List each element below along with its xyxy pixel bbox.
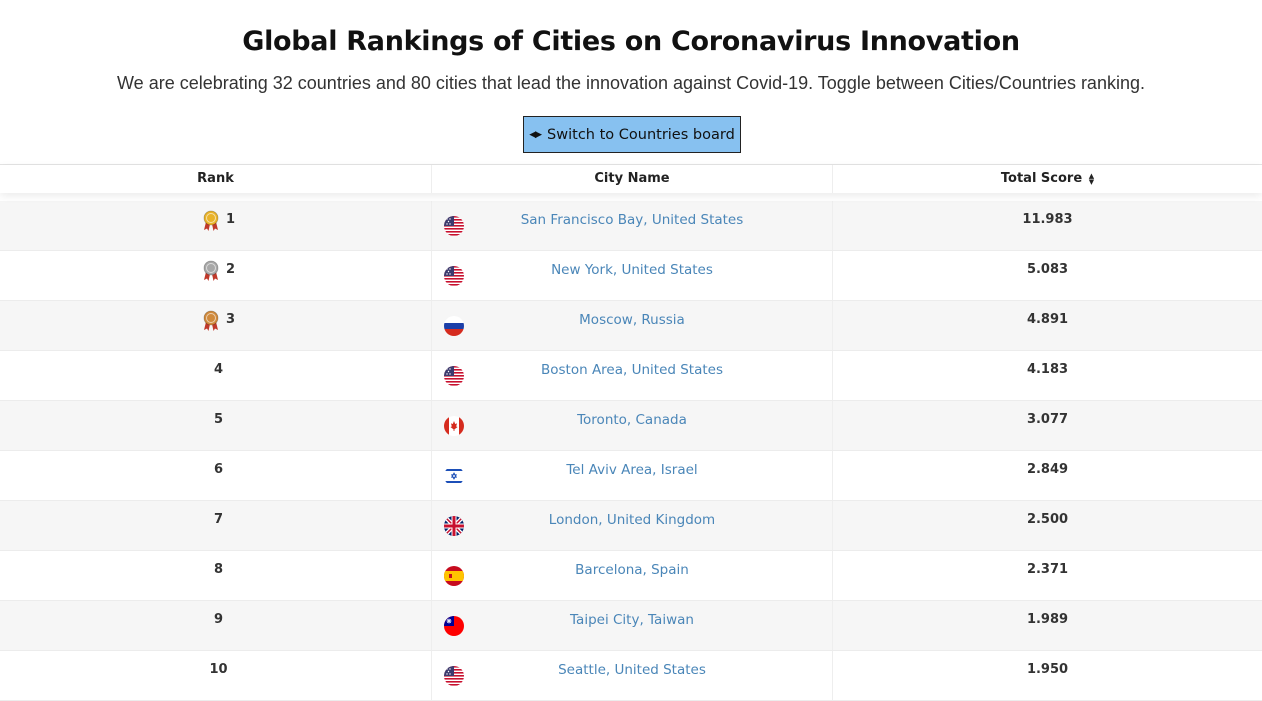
sort-up-down-icon[interactable]: ▲ ▼	[1088, 171, 1095, 186]
rank-number: 7	[213, 512, 224, 527]
table-row: 7 London, United Kingdom 2.500	[0, 501, 1262, 551]
rank-header: Rank	[197, 171, 234, 186]
rank-number: 3	[225, 312, 236, 327]
total-score-value: 11.983	[1022, 212, 1073, 227]
gold-medal-icon	[202, 210, 220, 232]
taiwan-flag-icon	[444, 616, 464, 636]
rank-cell: 1	[0, 201, 431, 250]
table-row: 2 New York, United States 5.083	[0, 251, 1262, 301]
rank-number: 9	[213, 612, 224, 627]
total-score-value: 1.989	[1026, 612, 1069, 627]
rank-cell: 2	[0, 251, 431, 300]
rank-cell: 5	[0, 401, 431, 450]
page-title: Global Rankings of Cities on Coronavirus…	[242, 26, 1020, 57]
russia-flag-icon	[444, 316, 464, 336]
united-states-flag-icon	[444, 216, 464, 236]
city-cell: Barcelona, Spain	[431, 551, 833, 600]
bronze-medal-icon	[202, 310, 220, 332]
city-link[interactable]: London, United Kingdom	[548, 512, 716, 528]
total-score-header-label: Total Score	[1000, 171, 1083, 186]
canada-flag-icon	[444, 416, 464, 436]
rank-cell: 4	[0, 351, 431, 400]
total-score-value: 2.371	[1026, 562, 1069, 577]
rank-number: 8	[213, 562, 224, 577]
city-cell: Seattle, United States	[431, 651, 833, 700]
united-states-flag-icon	[444, 666, 464, 686]
city-name-header: City Name	[431, 165, 833, 193]
total-score-value: 5.083	[1026, 262, 1069, 277]
city-link[interactable]: Barcelona, Spain	[575, 562, 689, 578]
rank-cell: 6	[0, 451, 431, 500]
city-cell: Boston Area, United States	[431, 351, 833, 400]
city-link[interactable]: Taipei City, Taiwan	[570, 612, 694, 628]
city-cell: Taipei City, Taiwan	[431, 601, 833, 650]
total-score-value: 2.500	[1026, 512, 1069, 527]
rank-cell: 3	[0, 301, 431, 350]
city-link[interactable]: Boston Area, United States	[540, 362, 724, 378]
rank-cell: 10	[0, 651, 431, 700]
silver-medal-icon	[202, 260, 220, 282]
total-score-value: 2.849	[1026, 462, 1069, 477]
city-link[interactable]: Seattle, United States	[558, 662, 706, 678]
table-row: 3 Moscow, Russia 4.891	[0, 301, 1262, 351]
switch-board-button[interactable]: ◀▶ Switch to Countries board	[523, 116, 741, 153]
left-right-caret-icon: ◀▶	[529, 129, 542, 140]
city-link[interactable]: Toronto, Canada	[577, 412, 687, 428]
city-cell: Moscow, Russia	[431, 301, 833, 350]
total-score-value: 1.950	[1026, 662, 1069, 677]
city-link[interactable]: Tel Aviv Area, Israel	[566, 462, 698, 478]
rank-cell: 9	[0, 601, 431, 650]
israel-flag-icon	[444, 466, 464, 486]
rank-cell: 8	[0, 551, 431, 600]
city-cell: Tel Aviv Area, Israel	[431, 451, 833, 500]
city-link[interactable]: Moscow, Russia	[579, 312, 685, 328]
page-subtitle: We are celebrating 32 countries and 80 c…	[117, 73, 1145, 93]
rank-number: 10	[209, 662, 228, 677]
table-row: 6 Tel Aviv Area, Israel 2.849	[0, 451, 1262, 501]
total-score-value: 3.077	[1026, 412, 1069, 427]
city-cell: New York, United States	[431, 251, 833, 300]
table-row: 8 Barcelona, Spain 2.371	[0, 551, 1262, 601]
table-row: 4 Boston Area, United States 4.183	[0, 351, 1262, 401]
city-cell: Toronto, Canada	[431, 401, 833, 450]
city-cell: San Francisco Bay, United States	[431, 201, 833, 250]
united-states-flag-icon	[444, 266, 464, 286]
rank-number: 4	[213, 362, 224, 377]
rank-number: 6	[213, 462, 224, 477]
rank-number: 2	[225, 262, 236, 277]
spain-flag-icon	[444, 566, 464, 586]
switch-board-label: Switch to Countries board	[547, 126, 735, 143]
city-link[interactable]: San Francisco Bay, United States	[520, 212, 744, 228]
table-row: 10 Seattle, United States 1.950	[0, 651, 1262, 701]
city-link[interactable]: New York, United States	[551, 262, 713, 278]
total-score-value: 4.183	[1026, 362, 1069, 377]
rankings-table: Rank City Name Total Score ▲ ▼ 1 San Fran…	[0, 164, 1262, 701]
table-body: 1 San Francisco Bay, United States 11.983…	[0, 201, 1262, 701]
table-row: 5 Toronto, Canada 3.077	[0, 401, 1262, 451]
city-cell: London, United Kingdom	[431, 501, 833, 550]
united-kingdom-flag-icon	[444, 516, 464, 536]
total-score-header[interactable]: Total Score ▲ ▼	[833, 165, 1262, 193]
rank-number: 1	[225, 212, 236, 227]
united-states-flag-icon	[444, 366, 464, 386]
rank-number: 5	[213, 412, 224, 427]
total-score-value: 4.891	[1026, 312, 1069, 327]
table-row: 1 San Francisco Bay, United States 11.983	[0, 201, 1262, 251]
table-header: Rank City Name Total Score ▲ ▼	[0, 165, 1262, 193]
table-row: 9 Taipei City, Taiwan 1.989	[0, 601, 1262, 651]
rank-cell: 7	[0, 501, 431, 550]
